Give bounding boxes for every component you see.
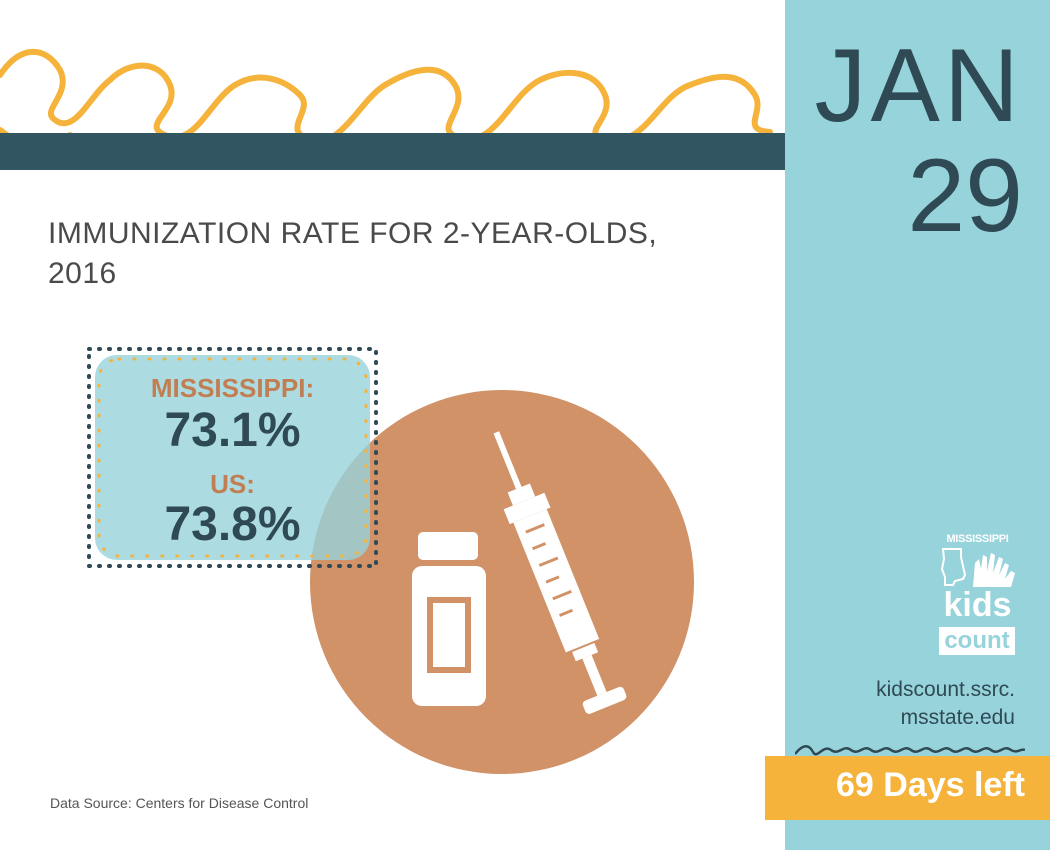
logo-state-name: MISSISSIPPI — [946, 533, 1009, 545]
title-line-1: IMMUNIZATION RATE FOR 2-YEAR-OLDS, — [48, 217, 658, 250]
header-bar — [0, 133, 785, 170]
chart-title: IMMUNIZATION RATE FOR 2-YEAR-OLDS, 2016 — [48, 214, 748, 294]
raised-hands-icon — [973, 553, 1015, 587]
mississippi-value: 73.1% — [164, 404, 301, 457]
website-line-1: kidscount.ssrc. — [876, 678, 1015, 701]
kids-count-logo: MISSISSIPPI kids count — [935, 533, 1020, 663]
title-line-2: 2016 — [48, 257, 117, 290]
decorative-wave — [795, 745, 1025, 756]
us-label: US: — [210, 469, 255, 499]
logo-word-kids: kids — [943, 586, 1012, 624]
data-source: Data Source: Centers for Disease Control — [50, 795, 309, 811]
calendar-sidebar: JAN 29 — [785, 0, 1050, 850]
website-url: kidscount.ssrc. msstate.edu — [800, 676, 1015, 732]
vaccine-vial-icon — [412, 532, 486, 706]
vaccine-illustration — [310, 390, 694, 774]
days-left-text: 69 Days left — [836, 766, 1025, 804]
days-left-banner: 69 Days left — [765, 756, 1050, 820]
mississippi-label: MISSISSIPPI: — [150, 373, 315, 403]
calendar-day: 29 — [907, 138, 1023, 254]
us-value: 73.8% — [164, 498, 301, 551]
logo-word-count: count — [939, 627, 1015, 655]
stat-panel — [87, 347, 378, 568]
syringe-icon — [493, 431, 627, 714]
website-line-2: msstate.edu — [900, 706, 1015, 729]
calendar-month: JAN — [814, 28, 1023, 144]
mississippi-state-icon — [940, 548, 967, 586]
